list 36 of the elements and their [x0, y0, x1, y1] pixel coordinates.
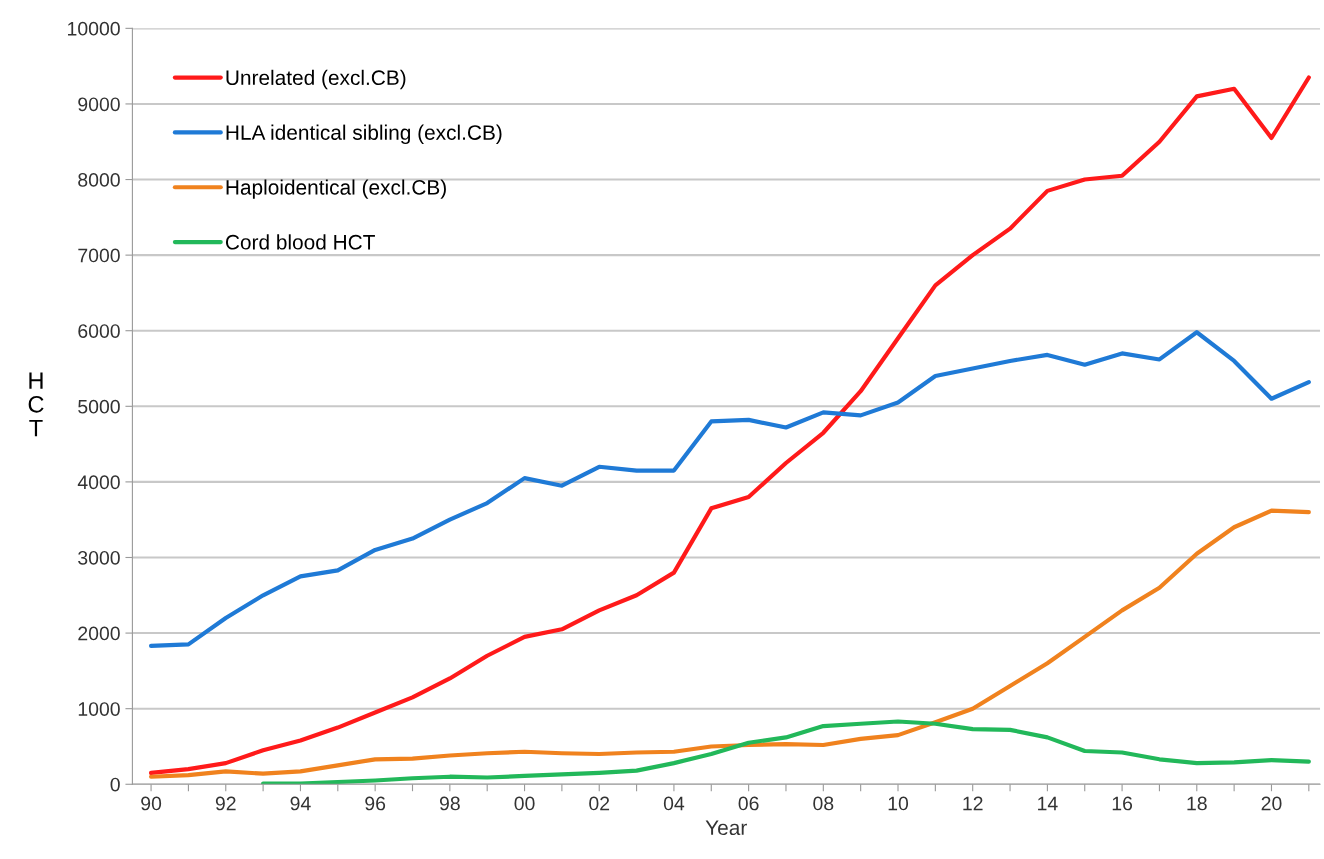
line-series — [261, 719, 1311, 785]
x-tick-label: 16 — [1112, 796, 1133, 811]
x-tick-label: 00 — [514, 796, 535, 811]
y-tick-label: 10000 — [68, 21, 120, 36]
x-tick-label: 18 — [1187, 796, 1207, 811]
y-tick-label: 4000 — [77, 475, 120, 490]
x-tick-label: 14 — [1038, 796, 1058, 811]
y-tick-label: 3000 — [78, 550, 120, 565]
x-tick-label: 08 — [813, 796, 834, 811]
y-tick-label: 8000 — [78, 173, 120, 187]
y-tick-label: 6000 — [78, 324, 120, 338]
x-tick-label: 96 — [365, 796, 386, 811]
legend-label: HLA identical sibling (excl.CB) — [226, 124, 502, 145]
line-series — [148, 508, 1311, 779]
x-tick-label: 94 — [290, 796, 311, 811]
x-tick-label: 02 — [589, 796, 610, 811]
legend-label: Cord blood HCT — [225, 234, 375, 250]
y-tick-label: 1000 — [78, 702, 120, 716]
x-tick-label: 98 — [439, 796, 460, 811]
x-tick-label: 92 — [215, 796, 236, 811]
y-tick-label: 0 — [110, 777, 120, 792]
x-tick-label: 20 — [1261, 796, 1282, 811]
x-tick-label: 12 — [963, 796, 983, 811]
x-tick-label: 90 — [141, 796, 162, 811]
legend-label: Haploidentical (excl.CB) — [226, 179, 446, 199]
y-tick-label: 5000 — [78, 399, 120, 414]
x-tick-label: 04 — [663, 796, 685, 811]
line-series — [148, 330, 1311, 649]
x-axis-title: Year — [705, 820, 747, 836]
legend-label: Unrelated (excl.CB) — [226, 69, 406, 90]
x-tick-label: 06 — [738, 796, 759, 811]
y-tick-label: 7000 — [78, 248, 120, 263]
y-tick-label: 9000 — [78, 97, 120, 112]
x-tick-label: 10 — [888, 796, 909, 811]
y-tick-label: 2000 — [78, 626, 120, 641]
y-axis-title: HCT — [28, 372, 44, 437]
